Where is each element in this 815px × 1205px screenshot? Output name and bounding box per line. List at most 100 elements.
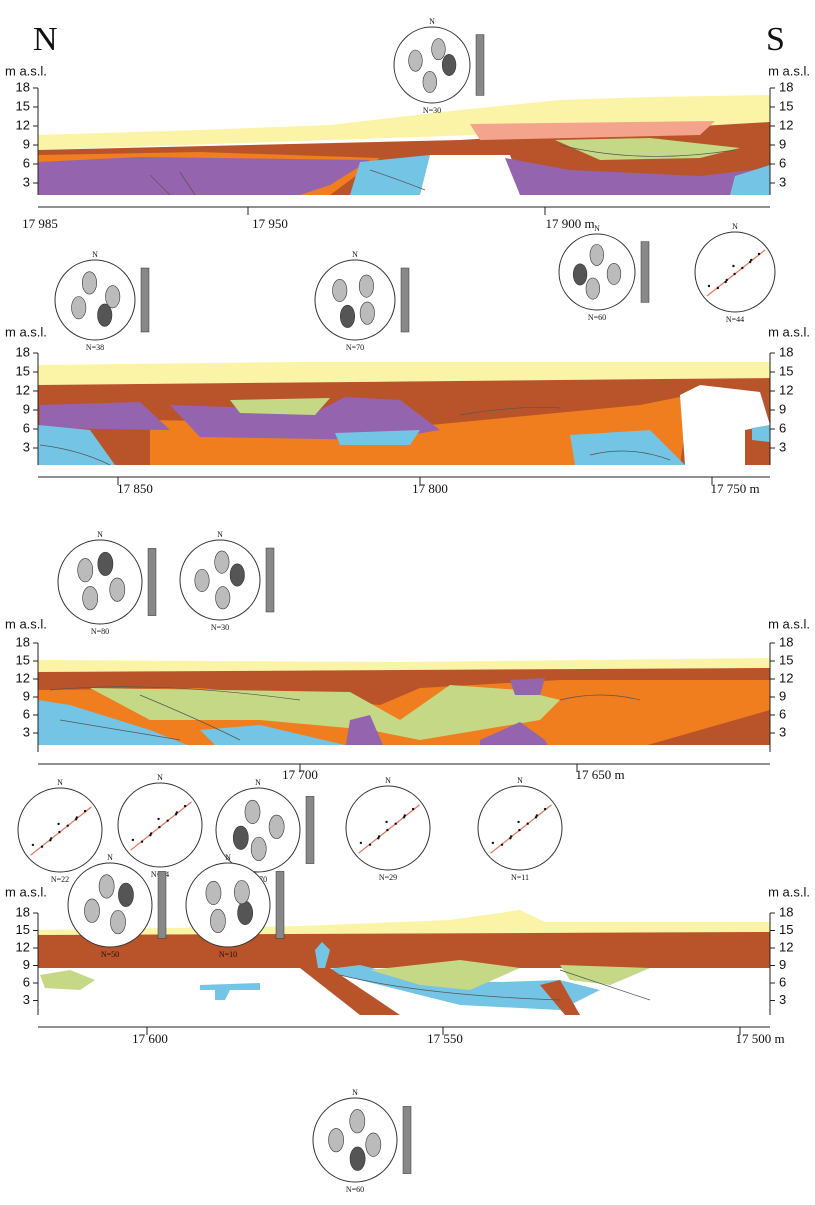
stereonet-count: N=38	[86, 343, 104, 352]
scale-bar	[266, 548, 274, 612]
y-tick-label: 3	[23, 992, 30, 1007]
x-tick-label: 17 700	[282, 767, 318, 782]
axis-label-right: m a.s.l.	[768, 884, 810, 899]
y-tick-label: 15	[779, 363, 793, 378]
y-tick-label: 9	[23, 957, 30, 972]
y-tick-label: 15	[16, 652, 30, 667]
stereonet-count: N=50	[101, 950, 119, 959]
stereonet-count: N=60	[346, 1185, 364, 1194]
stereonet-count: N=10	[219, 950, 237, 959]
scale-bar	[158, 871, 166, 938]
contour	[83, 586, 98, 610]
y-tick-label: 9	[779, 136, 786, 151]
y-tick-label: 18	[779, 79, 793, 94]
figure: N S	[0, 0, 815, 1205]
contour	[350, 1109, 365, 1133]
y-tick-label: 15	[779, 652, 793, 667]
contour	[98, 552, 113, 576]
contour	[195, 569, 209, 591]
x-tick-label: 17 650 m	[575, 767, 624, 782]
contour	[216, 587, 230, 609]
contour	[442, 54, 456, 75]
stereonet-count: N=80	[91, 627, 109, 636]
contour	[230, 564, 244, 586]
stereonet-count: N=11	[511, 873, 529, 882]
pole	[41, 846, 43, 848]
pole	[84, 810, 86, 812]
y-tick-label: 6	[779, 420, 786, 435]
x-tick-label: 17 950	[252, 216, 288, 231]
pole	[518, 829, 520, 831]
pole	[386, 829, 388, 831]
section-1	[38, 95, 770, 195]
stereonet	[18, 788, 102, 872]
stereonet	[118, 783, 202, 867]
y-tick-label: 12	[16, 117, 30, 132]
stereonet-north: N	[217, 530, 223, 539]
contour	[573, 264, 587, 285]
pole	[141, 841, 143, 843]
x-tick-label: 17 985	[22, 216, 58, 231]
contour	[590, 244, 604, 265]
section-4	[38, 910, 770, 1015]
pole	[75, 818, 77, 820]
pole	[717, 287, 719, 289]
axis-label-left: m a.s.l.	[5, 884, 47, 899]
section-2	[38, 362, 770, 465]
contour	[206, 881, 221, 905]
y-tick-label: 3	[779, 992, 786, 1007]
y-tick-label: 3	[23, 724, 30, 739]
pole	[58, 831, 60, 833]
pole	[403, 816, 405, 818]
contour	[72, 296, 86, 318]
contour	[110, 578, 125, 602]
pole	[369, 844, 371, 846]
pole	[377, 837, 379, 839]
y-tick-label: 9	[23, 136, 30, 151]
y-tick-label: 18	[16, 904, 30, 919]
scale-bar	[641, 242, 649, 303]
y-tick-label: 3	[779, 439, 786, 454]
y-tick-label: 18	[16, 79, 30, 94]
y-tick-label: 3	[779, 724, 786, 739]
contour	[432, 39, 446, 60]
y-tick-label: 12	[16, 382, 30, 397]
y-tick-label: 15	[779, 922, 793, 937]
scale-bar	[401, 268, 409, 332]
pole	[175, 813, 177, 815]
contour	[409, 50, 423, 71]
stereonet	[315, 260, 395, 340]
contour	[359, 275, 373, 297]
stereonet-north: N	[352, 250, 358, 259]
y-tick-label: 12	[779, 670, 793, 685]
stereonet-count: N=29	[379, 873, 397, 882]
y-tick-label: 3	[779, 174, 786, 189]
contour	[245, 800, 260, 824]
contour	[110, 910, 125, 934]
pole	[544, 808, 546, 810]
scale-bar	[141, 268, 149, 332]
y-tick-label: 6	[779, 706, 786, 721]
y-tick-label: 9	[779, 688, 786, 703]
pole	[724, 281, 726, 283]
stereonet-north: N	[57, 778, 63, 787]
y-tick-label: 15	[16, 98, 30, 113]
stereonet-north: N	[225, 853, 231, 862]
stereonet	[346, 786, 430, 870]
pole	[158, 826, 160, 828]
stereonet-count: N=70	[346, 343, 364, 352]
contour	[251, 837, 266, 861]
y-tick-label: 15	[16, 363, 30, 378]
stereonet-count: N=22	[51, 875, 69, 884]
contour	[82, 272, 96, 294]
stereonet-north: N	[385, 776, 391, 785]
contour	[329, 1128, 344, 1152]
scale-bar	[306, 796, 314, 863]
stereonet-count: N=44	[726, 315, 744, 324]
scale-bar	[276, 871, 284, 938]
south-label: S	[766, 21, 785, 58]
y-tick-label: 15	[779, 98, 793, 113]
pole	[535, 816, 537, 818]
y-tick-label: 18	[16, 634, 30, 649]
y-tick-label: 12	[16, 670, 30, 685]
